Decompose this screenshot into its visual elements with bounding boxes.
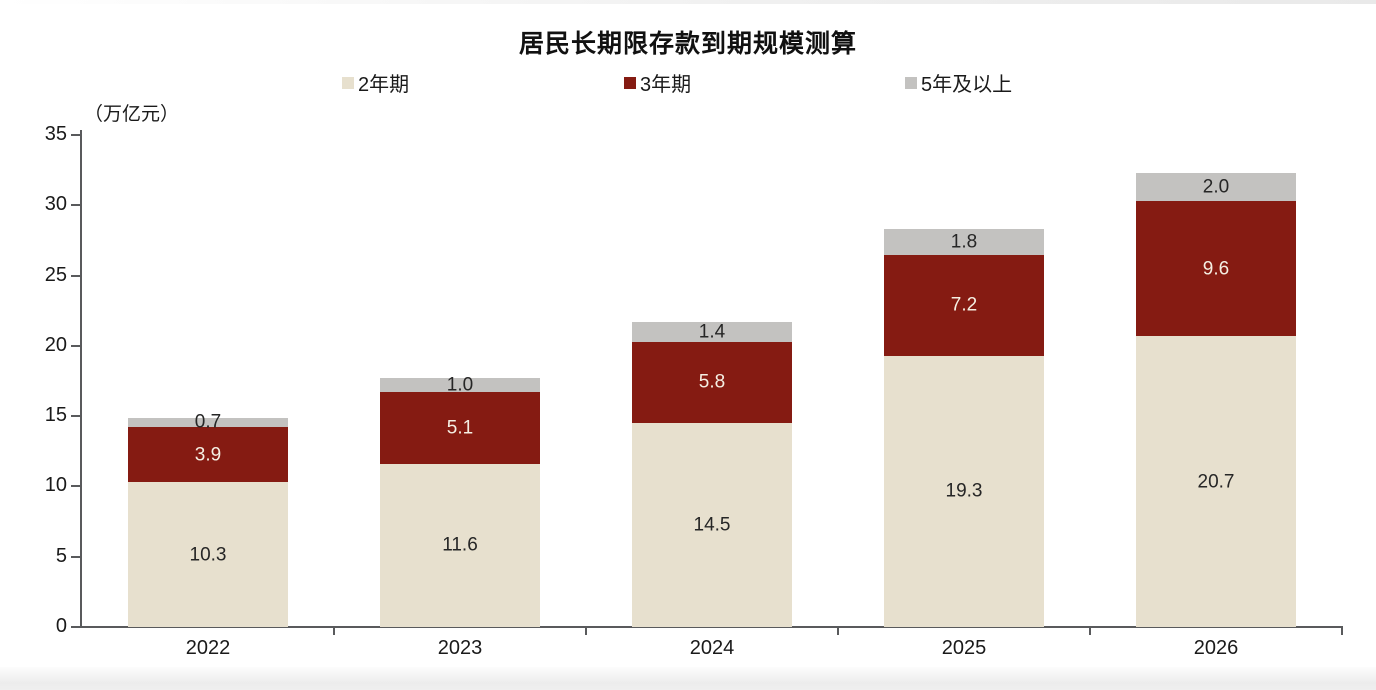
y-axis-tick — [71, 626, 80, 628]
legend-item-5year-plus: 5年及以上 — [905, 68, 1012, 97]
y-axis-line — [80, 130, 82, 628]
bar-segment-2025-5年及以上: 1.8 — [884, 229, 1044, 255]
y-axis-tick — [71, 134, 80, 136]
bar-segment-2023-3年期: 5.1 — [380, 392, 540, 464]
x-axis-tick — [837, 627, 839, 635]
y-axis-unit-label: （万亿元） — [84, 104, 180, 125]
bar-segment-2022-5年及以上: 0.7 — [128, 413, 288, 432]
bar-segment-2024-5年及以上: 1.4 — [632, 321, 792, 343]
bar-value-label: 19.3 — [945, 480, 983, 502]
bar-value-label: 11.6 — [442, 534, 478, 556]
bar-segment-2024-3年期: 5.8 — [632, 341, 792, 424]
plot-area: 10.3 3.9 0.7 11.6 5.1 1.0 14.5 5.8 1.4 19.3 7.2 1.8… — [82, 135, 1342, 627]
x-axis-category-label: 2023 — [437, 637, 483, 659]
page-bottom-edge — [0, 667, 1376, 690]
bar-value-label: 7.2 — [950, 294, 978, 316]
x-axis-tick — [333, 627, 335, 635]
bar-value-label: 10.3 — [189, 544, 227, 566]
bar-value-label: 0.7 — [194, 411, 222, 433]
bar-segment-2023-2年期: 11.6 — [380, 463, 540, 627]
y-axis-tick — [71, 274, 80, 277]
bar-segment-2025-3年期: 7.2 — [884, 254, 1044, 356]
bar-value-label: 1.8 — [950, 231, 978, 253]
bar-segment-2024-2年期: 14.5 — [632, 423, 792, 627]
legend-item-3year: 3年期 — [624, 68, 691, 97]
legend-label: 2年期 — [358, 74, 410, 96]
legend-label: 5年及以上 — [921, 74, 1013, 96]
x-axis-line — [80, 626, 1343, 628]
bar-value-label: 5.1 — [446, 417, 474, 439]
bar-value-label: 9.6 — [1202, 258, 1230, 280]
x-axis-tick — [1341, 627, 1343, 635]
legend-swatch-3year — [624, 76, 636, 89]
x-axis-category-label: 2024 — [689, 637, 735, 659]
x-axis-tick — [1089, 627, 1091, 635]
y-axis-tick-label: 20 — [44, 333, 67, 356]
x-axis-category-label: 2025 — [941, 637, 987, 659]
y-axis-tick-label: 30 — [44, 193, 67, 216]
x-axis-category-label: 2022 — [185, 637, 231, 659]
bar-segment-2023-5年及以上: 1.0 — [380, 374, 540, 396]
bar-value-label: 3.9 — [194, 444, 222, 466]
y-axis-tick-label: 10 — [44, 474, 67, 497]
bar-segment-2026-2年期: 20.7 — [1136, 336, 1296, 627]
chart-title: 居民长期限存款到期规模测算 — [518, 30, 857, 58]
bar-segment-2022-2年期: 10.3 — [128, 482, 288, 627]
bar-segment-2026-3年期: 9.6 — [1136, 201, 1296, 337]
y-axis-tick — [71, 485, 80, 488]
y-axis-tick-label: 15 — [44, 404, 67, 427]
y-axis-tick — [71, 344, 80, 347]
y-axis-tick-label: 25 — [44, 263, 67, 286]
legend-swatch-5year-plus — [905, 76, 917, 89]
bar-value-label: 20.7 — [1197, 471, 1235, 493]
y-axis-tick-label: 5 — [55, 544, 67, 567]
y-axis-tick-label: 0 — [55, 615, 67, 637]
bar-segment-2026-5年及以上: 2.0 — [1136, 172, 1296, 202]
bar-value-label: 2.0 — [1202, 176, 1230, 198]
legend-item-2year: 2年期 — [342, 68, 409, 97]
bar-value-label: 5.8 — [698, 371, 726, 393]
x-axis-category-label: 2026 — [1193, 637, 1239, 659]
bar-value-label: 1.4 — [698, 321, 726, 343]
legend-label: 3年期 — [640, 74, 692, 96]
bar-value-label: 14.5 — [693, 514, 731, 536]
x-axis-tick — [585, 627, 587, 635]
y-axis-tick — [71, 555, 80, 558]
bar-segment-2025-2年期: 19.3 — [884, 355, 1044, 627]
bar-segment-2022-3年期: 3.9 — [128, 427, 288, 483]
bar-value-label: 1.0 — [446, 374, 474, 396]
y-axis-tick — [71, 204, 80, 207]
y-axis-tick-label: 35 — [44, 123, 67, 145]
y-axis-tick — [71, 415, 80, 418]
page-top-edge — [0, 0, 1376, 4]
legend-swatch-2year — [342, 76, 354, 89]
